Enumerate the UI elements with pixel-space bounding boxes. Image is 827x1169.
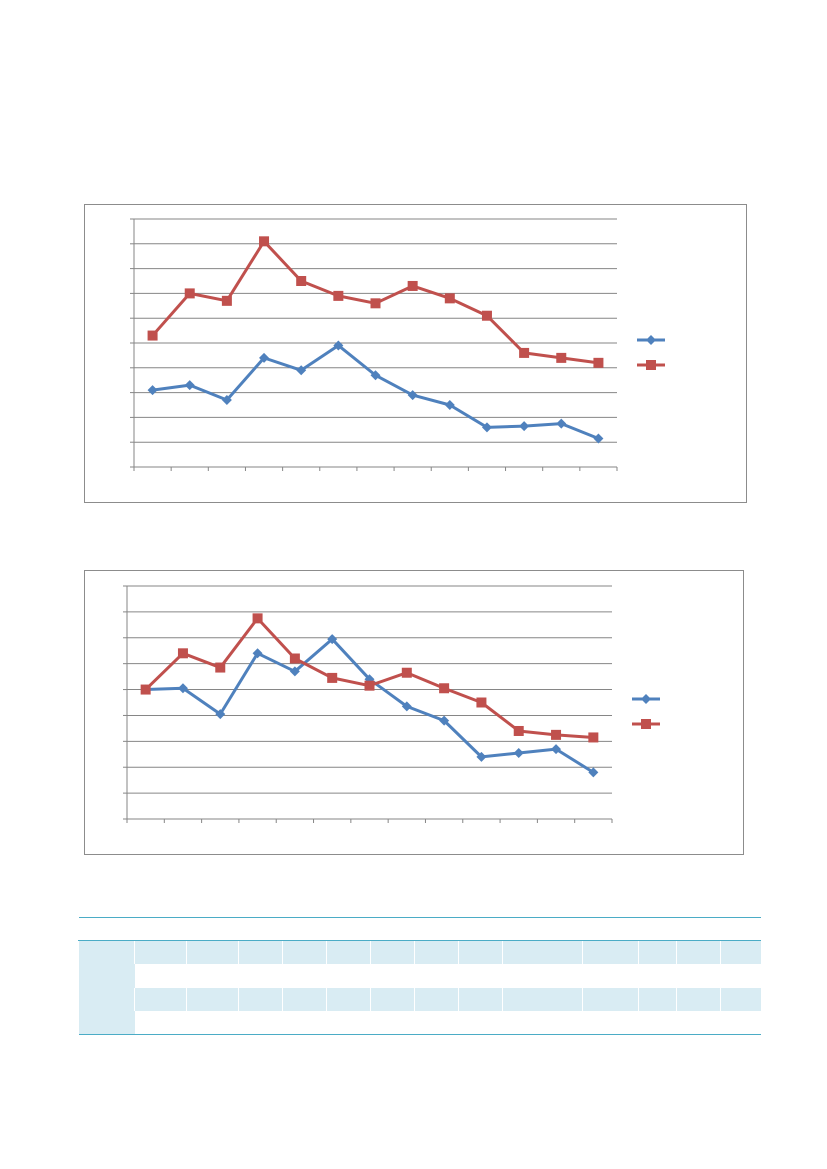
series-1-point xyxy=(184,380,195,391)
table-row xyxy=(78,940,761,965)
series-2-point xyxy=(370,298,381,309)
series-1-point xyxy=(252,648,263,659)
series-1-point xyxy=(221,395,232,406)
series-1-point xyxy=(147,385,158,396)
series-2-point xyxy=(476,697,487,708)
legend-series-1-marker xyxy=(646,335,656,345)
series-1-point xyxy=(177,683,188,694)
series-2-point xyxy=(259,236,270,247)
series-2-point xyxy=(333,290,344,301)
series-2-point xyxy=(551,729,562,740)
series-2-point xyxy=(296,276,307,286)
chart-1-frame xyxy=(84,204,747,503)
series-1-point xyxy=(439,715,450,726)
series-2-point xyxy=(252,613,263,624)
series-1-point xyxy=(556,418,567,429)
series-2-point xyxy=(140,684,151,695)
series-2-point xyxy=(407,280,418,291)
series-2-point xyxy=(556,352,567,363)
chart-2 xyxy=(123,585,660,823)
series-1-point xyxy=(551,744,562,755)
series-1-point xyxy=(215,709,226,720)
series-2-point xyxy=(184,288,195,299)
series-2-point xyxy=(439,683,450,694)
series-1-point xyxy=(481,422,492,433)
series-2-point xyxy=(593,357,604,368)
series-1-line xyxy=(145,637,595,774)
series-2-point xyxy=(401,667,412,678)
chart-2-frame xyxy=(84,570,744,855)
series-1-point xyxy=(476,751,487,762)
legend-series-2-marker xyxy=(641,719,651,729)
series-1-point xyxy=(401,701,412,712)
series-2-point xyxy=(513,725,524,736)
series-1-point xyxy=(289,666,300,677)
series-1-point xyxy=(513,747,524,758)
series-2-point xyxy=(289,653,300,664)
series-1-point xyxy=(259,352,270,363)
series-2-point xyxy=(444,293,455,304)
data-table xyxy=(78,916,761,1035)
table-row xyxy=(78,1010,761,1035)
series-1-point xyxy=(333,340,344,351)
series-2-point xyxy=(221,295,232,306)
series-1-point xyxy=(588,767,599,778)
series-2-point xyxy=(519,347,530,358)
series-2-point xyxy=(364,680,375,691)
legend-series-1-marker xyxy=(641,694,651,704)
series-2-point xyxy=(215,662,226,673)
table-row xyxy=(78,964,761,988)
series-1-point xyxy=(444,400,455,410)
table-header-row xyxy=(78,916,761,942)
series-2-point xyxy=(588,732,599,743)
chart-1 xyxy=(130,218,665,471)
legend-series-2-marker xyxy=(646,360,656,370)
series-2-point xyxy=(177,648,188,659)
series-1-point xyxy=(370,370,381,381)
series-2-point xyxy=(327,672,338,683)
series-2-point xyxy=(147,330,158,341)
series-1-point xyxy=(327,634,338,645)
series-1-point xyxy=(519,421,530,432)
table-row xyxy=(78,987,761,1011)
series-1-point xyxy=(593,433,604,444)
series-1-point xyxy=(296,365,307,376)
series-2-point xyxy=(481,310,492,321)
series-1-point xyxy=(407,390,418,401)
